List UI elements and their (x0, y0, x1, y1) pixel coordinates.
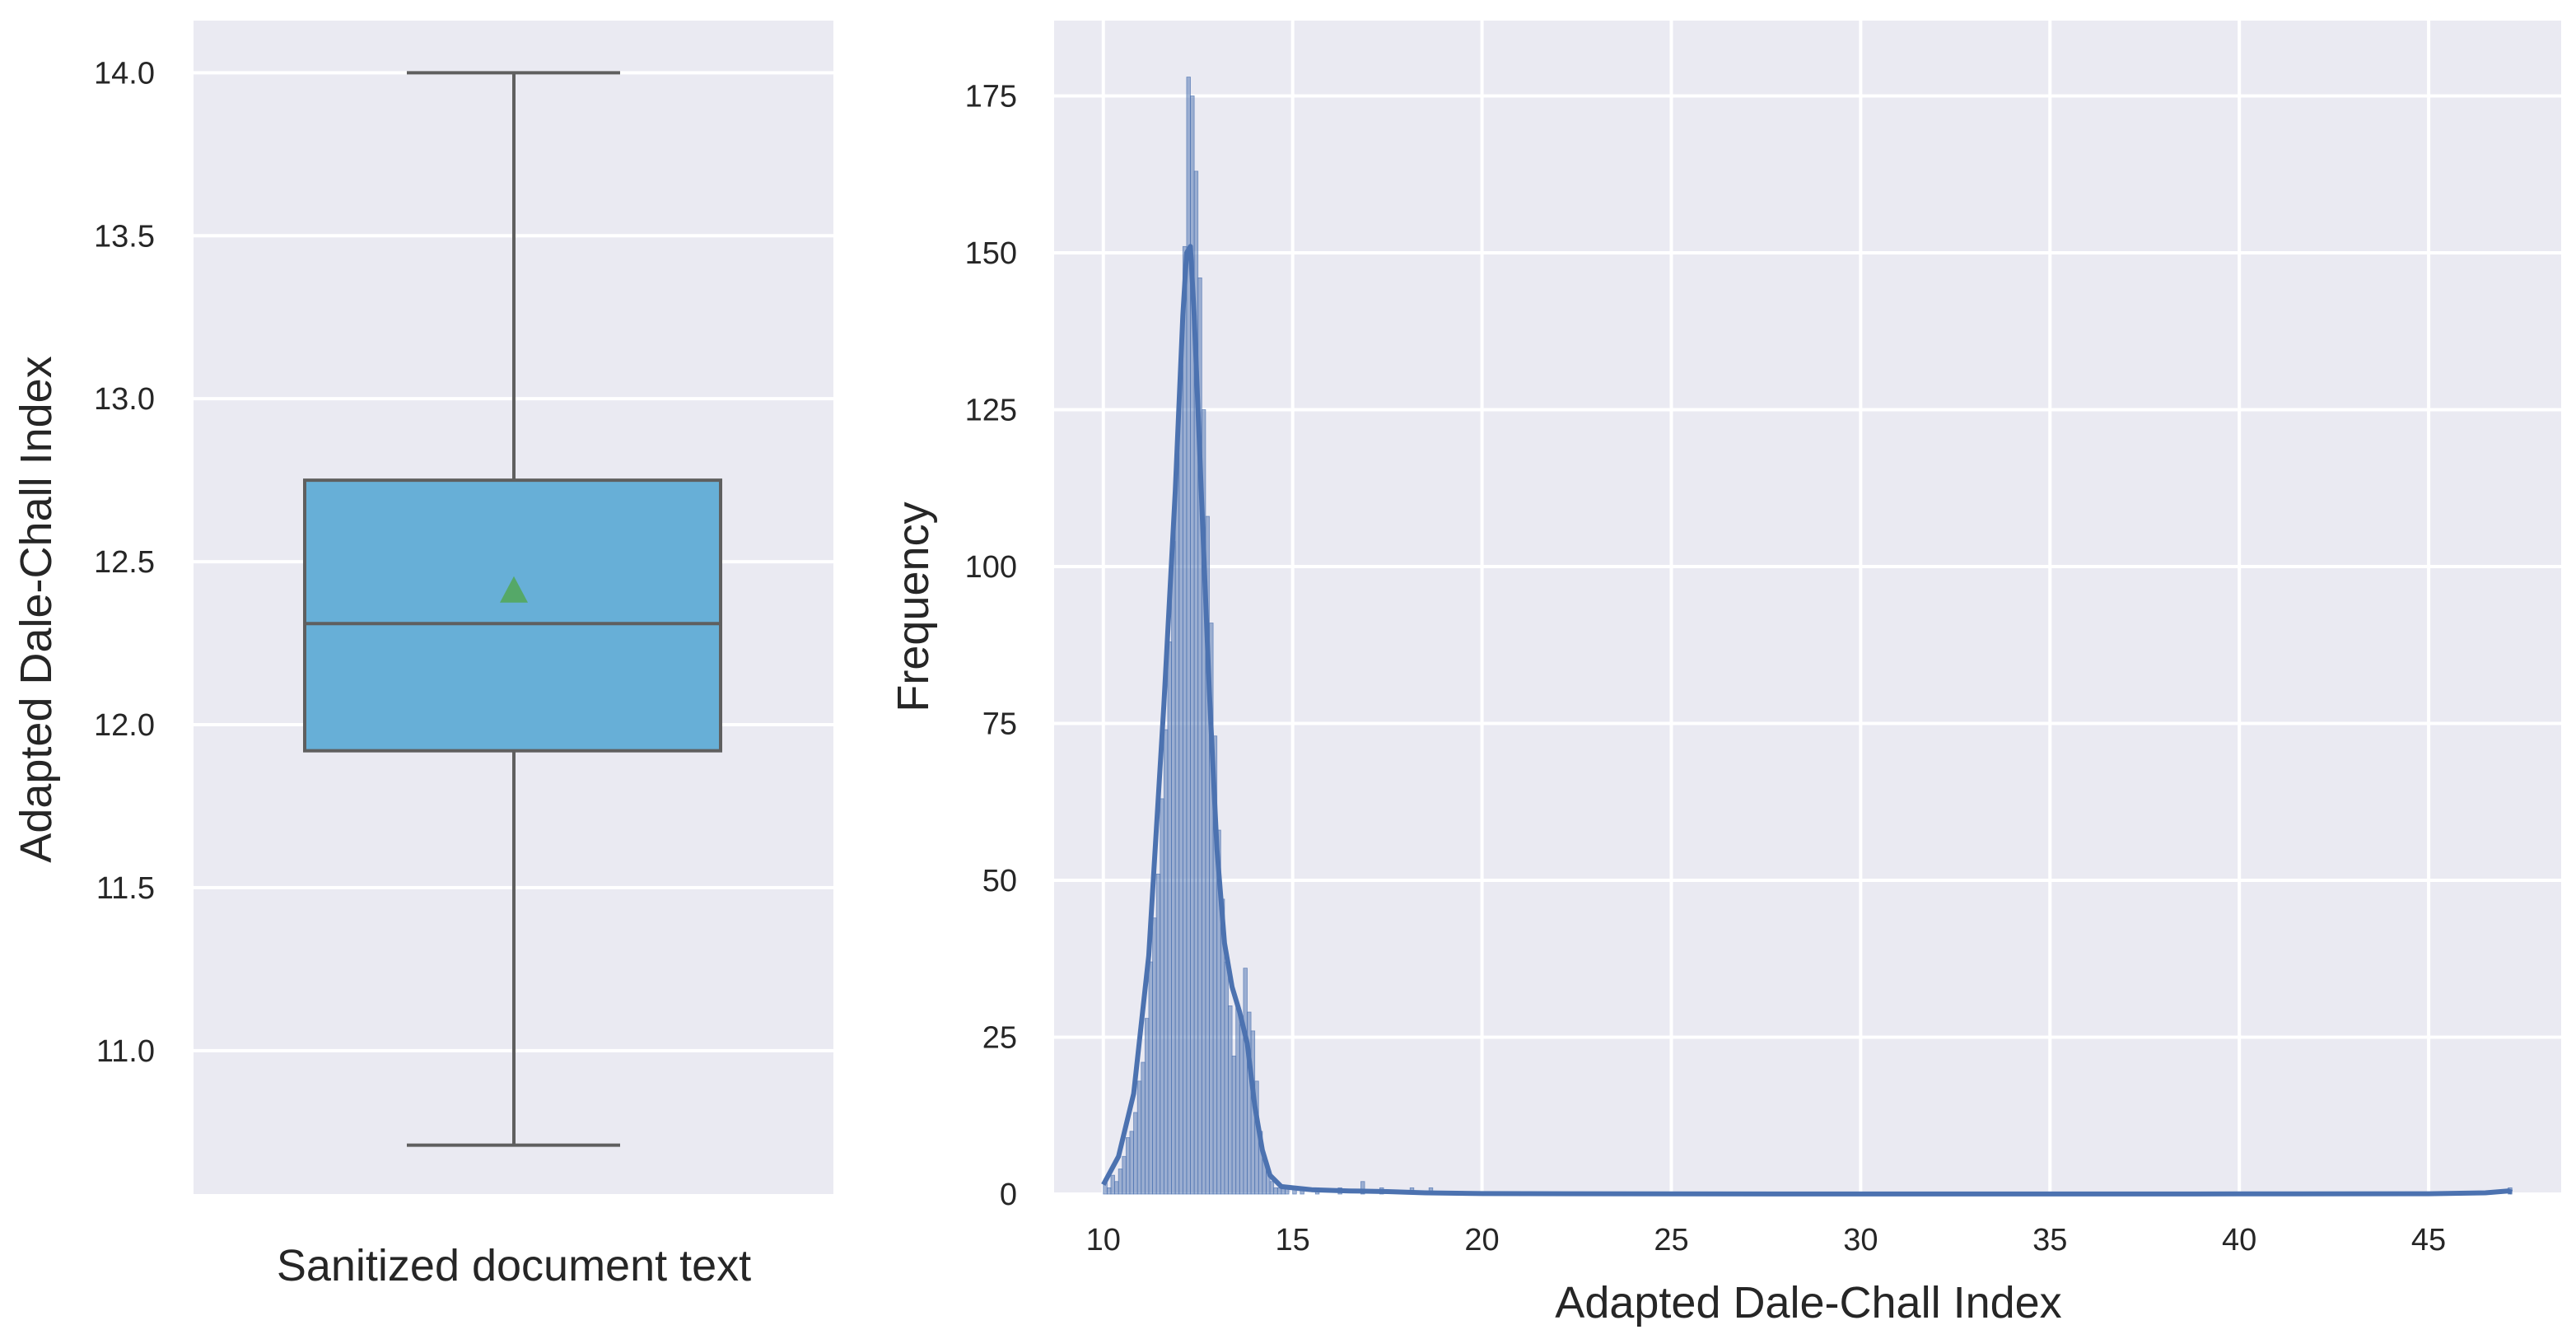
histogram-bar (1106, 1187, 1112, 1195)
histogram-x-tick-label: 35 (2032, 1223, 2067, 1257)
histogram-bar (1224, 961, 1229, 1195)
histogram-y-tick-label: 125 (965, 393, 1017, 427)
histogram-bar (1155, 873, 1161, 1195)
histogram-x-tick-label: 25 (1654, 1223, 1688, 1257)
histogram-bar (1122, 1155, 1127, 1195)
histogram-y-tick-label: 150 (965, 236, 1017, 271)
boxplot-marks (303, 71, 722, 1147)
histogram-bar (1133, 1112, 1138, 1195)
histogram-bar (1167, 642, 1172, 1195)
histogram-bar (1360, 1181, 1365, 1195)
boxplot-panel: 11.0 11.5 12.0 12.5 13.0 13.5 14.0 Sanitized d… (12, 21, 833, 1290)
histogram-y-tick-label: 25 (982, 1020, 1017, 1055)
boxplot-y-tick-labels: 11.0 11.5 12.0 12.5 13.0 13.5 14.0 (94, 56, 155, 1069)
histogram-x-tick-label: 15 (1276, 1223, 1310, 1257)
histogram-bar (1144, 1018, 1150, 1195)
histogram-bar (1125, 1137, 1131, 1195)
histogram-panel: 0 25 50 75 100 125 150 175 10 15 20 25 30 35 40 45 Ada… (889, 21, 2561, 1327)
histogram-plot-area (1054, 21, 2561, 1194)
histogram-x-tick-label: 10 (1086, 1223, 1121, 1257)
boxplot-y-tick-label: 11.5 (96, 871, 155, 906)
histogram-bar (1114, 1181, 1119, 1195)
histogram-bar (1148, 961, 1153, 1195)
histogram-bar (1273, 1187, 1278, 1195)
histogram-y-tick-label: 175 (965, 79, 1017, 114)
boxplot-y-tick-label: 13.0 (94, 382, 155, 417)
histogram-x-tick-label: 20 (1464, 1223, 1499, 1257)
histogram-bar (1231, 1055, 1237, 1195)
histogram-y-tick-label: 0 (1000, 1178, 1017, 1212)
histogram-bar (1136, 1080, 1142, 1195)
histogram-bar (1118, 1169, 1123, 1195)
histogram-bar (1163, 729, 1169, 1195)
histogram-gridlines (1054, 21, 2561, 1196)
histogram-x-tick-label: 45 (2411, 1223, 2446, 1257)
interquartile-box (303, 478, 722, 753)
histogram-x-tick-label: 30 (1843, 1223, 1878, 1257)
histogram-y-tick-labels: 0 25 50 75 100 125 150 175 (965, 79, 1017, 1212)
boxplot-y-tick-label: 14.0 (94, 56, 155, 91)
boxplot-category-label: Sanitized document text (277, 1241, 751, 1290)
histogram-kde-line (1101, 244, 2513, 1197)
histogram-y-tick-label: 100 (965, 550, 1017, 585)
boxplot-y-axis-label: Adapted Dale-Chall Index (12, 356, 61, 862)
histogram-bar (1110, 1174, 1115, 1195)
histogram-bar (1235, 1005, 1240, 1195)
histogram-x-axis-label: Adapted Dale-Chall Index (1555, 1278, 2061, 1327)
histogram-bar (1182, 245, 1188, 1195)
histogram-bar (1178, 365, 1183, 1195)
boxplot-y-tick-label: 12.5 (94, 545, 155, 580)
histogram-bar (1152, 917, 1157, 1195)
histogram-x-tick-labels: 10 15 20 25 30 35 40 45 (1086, 1223, 2447, 1257)
histogram-y-tick-label: 50 (982, 864, 1017, 898)
histogram-bar (1171, 541, 1176, 1195)
histogram-bar (1174, 453, 1180, 1195)
histogram-y-tick-label: 75 (982, 707, 1017, 741)
histogram-bar (1129, 1131, 1134, 1195)
histogram-x-tick-label: 40 (2222, 1223, 2256, 1257)
boxplot-y-tick-label: 11.0 (96, 1034, 155, 1069)
histogram-bar (1243, 968, 1248, 1195)
histogram-bar (1239, 1024, 1244, 1195)
histogram-bar (1160, 798, 1164, 1195)
boxplot-y-tick-label: 12.0 (94, 708, 155, 743)
histogram-y-axis-label: Frequency (889, 502, 938, 711)
histogram-bar (1141, 1061, 1146, 1195)
mean-marker (500, 576, 528, 603)
boxplot-y-tick-label: 13.5 (94, 219, 155, 254)
histogram-bar (1228, 1005, 1233, 1195)
histogram-bar (1269, 1181, 1275, 1195)
